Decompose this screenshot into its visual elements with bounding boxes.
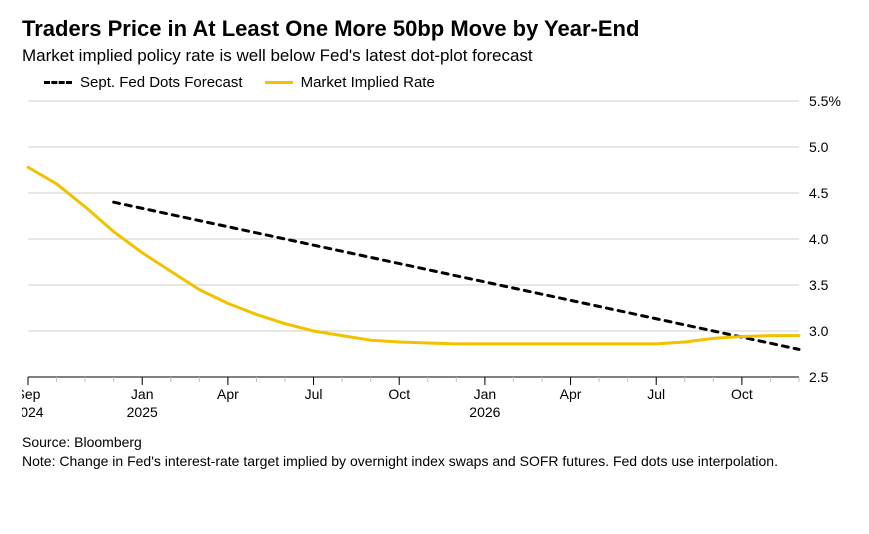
chart-footer: Source: Bloomberg Note: Change in Fed's … (22, 433, 849, 471)
chart-svg: 2.5 3.0 3.5 4.0 4.5 5.0 5.5% Sep 2024 Jan 2025 Apr J… (22, 95, 849, 425)
chart-plot-area: 2.5 3.0 3.5 4.0 4.5 5.0 5.5% Sep 2024 Jan 2025 Apr J… (22, 95, 849, 425)
legend: Sept. Fed Dots Forecast Market Implied R… (44, 74, 849, 91)
chart-container: Traders Price in At Least One More 50bp … (0, 0, 869, 534)
svg-text:2026: 2026 (469, 404, 500, 420)
chart-title: Traders Price in At Least One More 50bp … (22, 16, 849, 42)
svg-text:Jan: Jan (474, 386, 497, 402)
svg-text:Jan: Jan (131, 386, 154, 402)
svg-text:Sep: Sep (22, 386, 41, 402)
legend-swatch-dashed (44, 81, 72, 84)
svg-text:Oct: Oct (731, 386, 753, 402)
legend-item-market: Market Implied Rate (265, 74, 435, 91)
svg-text:5.0: 5.0 (809, 139, 829, 155)
svg-text:4.5: 4.5 (809, 185, 829, 201)
svg-text:Apr: Apr (560, 386, 582, 402)
svg-text:2024: 2024 (22, 404, 44, 420)
legend-label-1: Sept. Fed Dots Forecast (80, 74, 243, 91)
chart-subtitle: Market implied policy rate is well below… (22, 46, 849, 66)
svg-text:3.5: 3.5 (809, 277, 829, 293)
legend-label-2: Market Implied Rate (301, 74, 435, 91)
chart-source: Source: Bloomberg (22, 433, 849, 452)
svg-text:Jul: Jul (305, 386, 323, 402)
svg-text:5.5%: 5.5% (809, 95, 841, 109)
chart-note: Note: Change in Fed's interest-rate targ… (22, 452, 849, 471)
svg-text:Oct: Oct (388, 386, 410, 402)
svg-text:2.5: 2.5 (809, 369, 829, 385)
svg-text:Apr: Apr (217, 386, 239, 402)
legend-item-fed-dots: Sept. Fed Dots Forecast (44, 74, 243, 91)
svg-text:Jul: Jul (647, 386, 665, 402)
svg-text:2025: 2025 (127, 404, 158, 420)
legend-swatch-solid (265, 81, 293, 84)
svg-text:4.0: 4.0 (809, 231, 829, 247)
svg-text:3.0: 3.0 (809, 323, 829, 339)
